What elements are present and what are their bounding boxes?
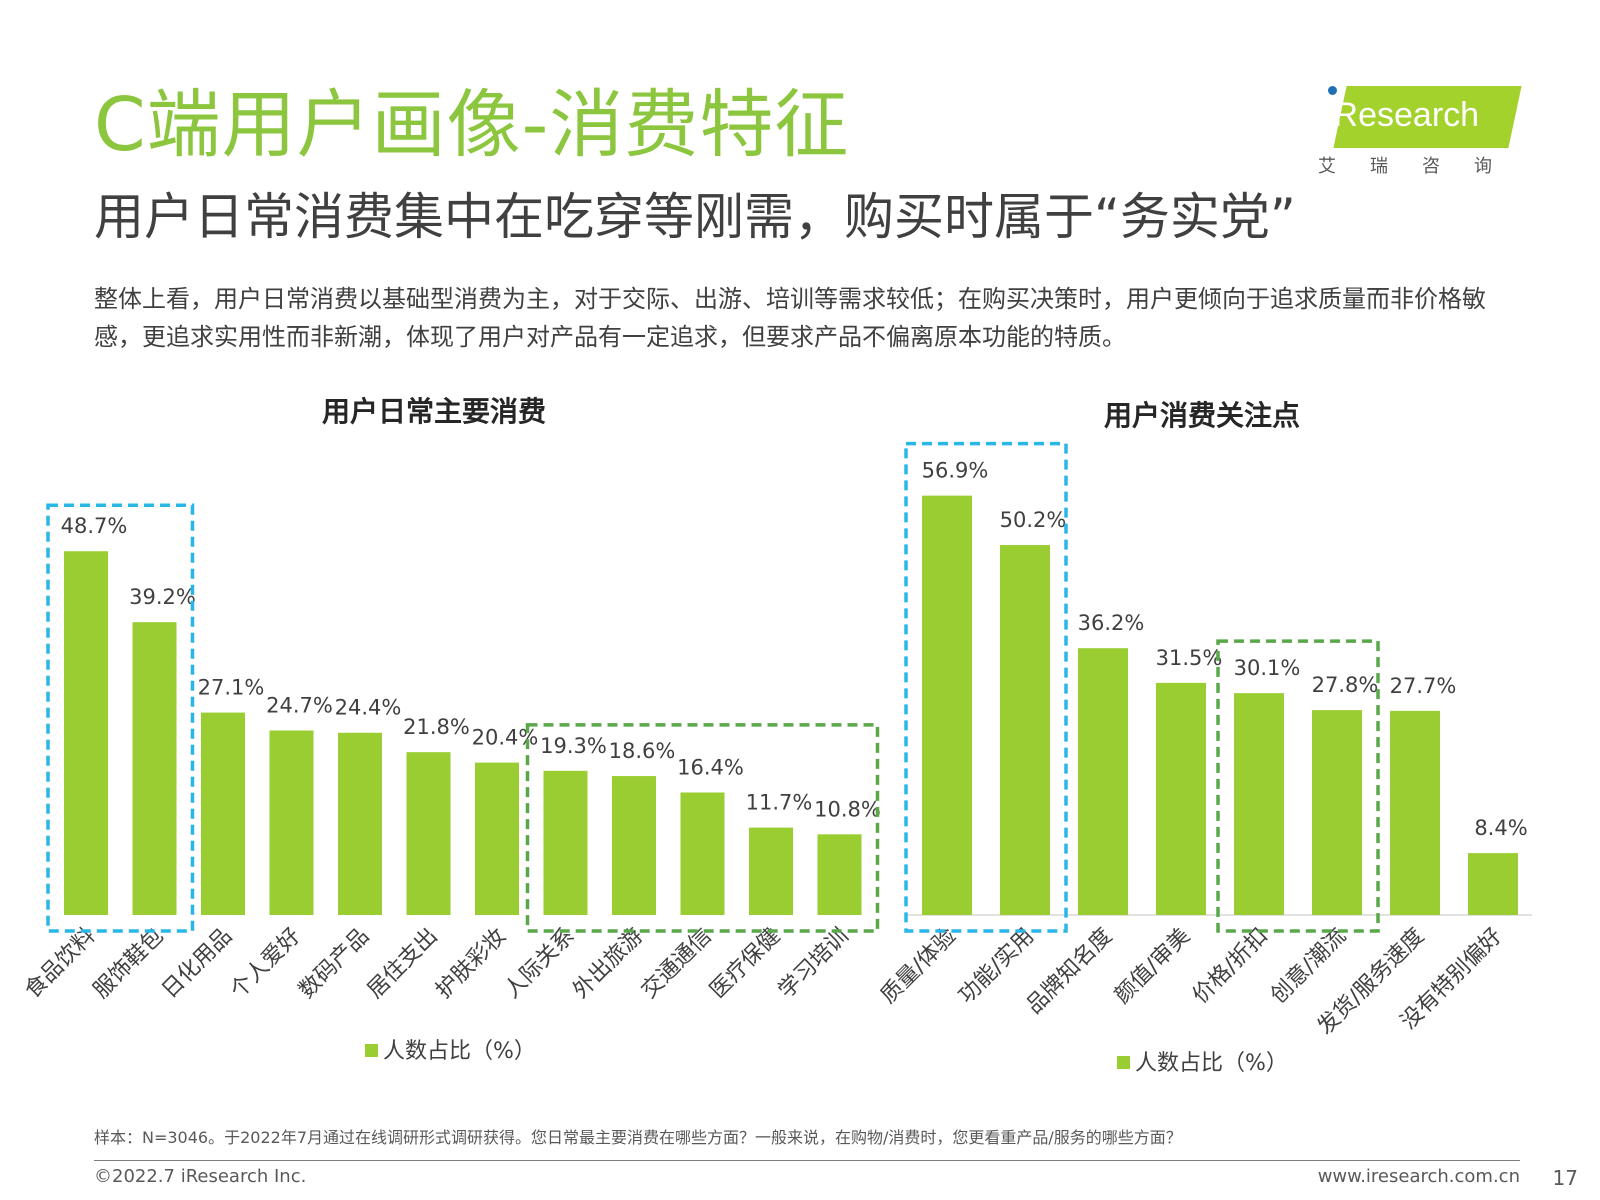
page-title: C端用户画像-消费特征 <box>94 82 850 168</box>
data-label-6: 27.8% <box>1312 673 1379 697</box>
data-label-9: 18.6% <box>609 739 676 763</box>
bar-12 <box>817 834 862 915</box>
iresearch-logo: iResearch 艾瑞咨询 <box>1318 86 1528 186</box>
data-label-8: 8.4% <box>1474 816 1527 840</box>
bar-5 <box>1234 693 1284 915</box>
legend-swatch <box>1117 1056 1130 1069</box>
bar-1 <box>64 551 108 915</box>
bar-8 <box>1468 853 1518 915</box>
page-subtitle: 用户日常消费集中在吃穿等刚需，购买时属于“务实党” <box>94 188 1296 246</box>
footnote: 样本：N=3046。于2022年7月通过在线调研形式调研获得。您日常最主要消费在… <box>94 1128 1182 1147</box>
data-label-5: 24.4% <box>335 696 402 720</box>
bar-8 <box>543 770 588 915</box>
data-label-10: 16.4% <box>677 755 744 779</box>
bar-2 <box>1000 545 1050 915</box>
data-label-5: 30.1% <box>1234 656 1301 680</box>
chart-daily-consumption: 48.7%食品饮料39.2%服饰鞋包27.1%日化用品24.7%个人爱好24.4… <box>20 503 881 1064</box>
category-label-3: 品牌知名度 <box>1022 924 1117 1019</box>
bar-6 <box>406 752 451 915</box>
highlight-box-blue <box>904 441 1068 933</box>
highlight-box-green <box>525 723 880 933</box>
bar-3 <box>1078 648 1128 915</box>
website: www.iresearch.com.cn <box>1317 1166 1520 1187</box>
data-label-6: 21.8% <box>403 715 470 739</box>
data-label-4: 31.5% <box>1156 646 1223 670</box>
bar-4 <box>269 730 314 915</box>
data-label-8: 19.3% <box>540 734 607 758</box>
bar-10 <box>680 792 725 915</box>
highlight-box-green <box>1216 639 1380 933</box>
bar-4 <box>1156 682 1206 915</box>
logo-dot-icon <box>1328 86 1337 95</box>
legend-label: 人数占比（%） <box>1135 1051 1288 1076</box>
copyright: ©2022.7 iResearch Inc. <box>94 1166 307 1187</box>
legend-label: 人数占比（%） <box>383 1039 536 1064</box>
legend-swatch <box>365 1044 378 1057</box>
data-label-2: 50.2% <box>1000 508 1067 532</box>
data-label-3: 36.2% <box>1078 611 1145 635</box>
data-label-4: 24.7% <box>266 693 333 717</box>
page-description: 整体上看，用户日常消费以基础型消费为主，对于交际、出游、培训等需求较低；在购买决… <box>94 285 1486 351</box>
category-label-5: 价格/折扣 <box>1188 924 1273 1009</box>
highlight-box-blue <box>46 503 195 933</box>
category-label-1: 质量/体验 <box>876 924 961 1009</box>
logo-brand: iResearch <box>1326 96 1480 134</box>
data-label-7: 27.7% <box>1390 674 1457 698</box>
bar-7 <box>475 762 519 915</box>
bar-6 <box>1312 710 1362 915</box>
data-label-1: 48.7% <box>61 514 128 538</box>
page-number: 17 <box>1552 1166 1578 1190</box>
data-label-11: 11.7% <box>746 791 813 815</box>
data-label-1: 56.9% <box>922 459 989 483</box>
bar-11 <box>749 827 793 915</box>
chart2-title: 用户消费关注点 <box>1104 399 1301 432</box>
data-label-3: 27.1% <box>198 676 265 700</box>
chart1-title: 用户日常主要消费 <box>322 395 547 428</box>
footer-divider <box>94 1160 1520 1161</box>
bar-3 <box>201 712 245 915</box>
bar-2 <box>132 622 177 915</box>
data-label-2: 39.2% <box>129 585 196 609</box>
bar-7 <box>1390 710 1440 915</box>
chart-consumption-focus: 56.9%质量/体验50.2%功能/实用36.2%品牌知名度31.5%颜值/审美… <box>876 441 1532 1076</box>
data-label-12: 10.8% <box>814 797 881 821</box>
bar-5 <box>338 732 382 915</box>
bar-9 <box>612 776 656 915</box>
category-label-4: 颜值/审美 <box>1110 924 1195 1009</box>
logo-subtext: 艾瑞咨询 <box>1318 156 1526 177</box>
bar-1 <box>922 495 972 915</box>
